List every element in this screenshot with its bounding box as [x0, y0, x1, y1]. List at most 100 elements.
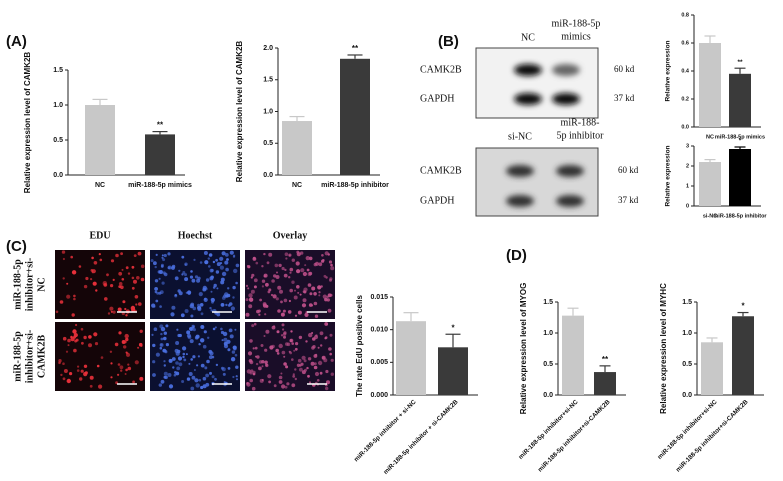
cell-nucleus: [80, 327, 84, 331]
cell-nucleus: [318, 294, 321, 297]
column-header: EDU: [89, 230, 110, 241]
cell-nucleus: [258, 313, 261, 316]
cell-nucleus: [154, 279, 159, 283]
cell-nucleus: [255, 362, 259, 366]
cell-nucleus: [299, 367, 303, 372]
blot-band: [506, 165, 534, 177]
cell-nucleus: [125, 266, 129, 270]
cell-nucleus: [95, 289, 98, 292]
cell-nucleus: [300, 362, 304, 366]
blot-band: [506, 195, 534, 207]
bar: [438, 347, 468, 395]
cell-nucleus: [227, 287, 230, 290]
cell-nucleus: [282, 309, 286, 313]
cell-nucleus: [266, 261, 270, 265]
cell-nucleus: [232, 345, 237, 350]
y-axis-label: Relative expression level of MYHC: [659, 283, 668, 414]
x-tick-label: NC: [292, 182, 302, 189]
cell-nucleus: [191, 278, 196, 283]
cell-nucleus: [191, 375, 196, 380]
cell-nucleus: [124, 333, 129, 339]
cell-nucleus: [88, 335, 92, 339]
cell-nucleus: [161, 254, 164, 257]
cell-nucleus: [220, 327, 223, 331]
lane-label: si-NC: [508, 131, 532, 142]
cell-nucleus: [273, 384, 277, 388]
cell-nucleus: [182, 271, 186, 274]
blot-band: [514, 93, 542, 105]
cell-nucleus: [160, 379, 165, 384]
cell-nucleus: [59, 300, 64, 304]
cell-nucleus: [268, 288, 272, 292]
x-tick-label: NC: [95, 182, 105, 189]
cell-nucleus: [312, 337, 316, 341]
cell-nucleus: [283, 273, 288, 278]
cell-nucleus: [251, 324, 255, 328]
cell-nucleus: [223, 381, 226, 384]
cell-nucleus: [205, 278, 210, 282]
cell-nucleus: [256, 355, 260, 359]
cell-nucleus: [181, 255, 185, 259]
cell-nucleus: [213, 283, 217, 288]
cell-nucleus: [280, 334, 284, 337]
cell-nucleus: [200, 385, 204, 390]
y-tick-label: 0.2: [681, 96, 689, 102]
panel-label: (A): [6, 33, 27, 50]
bar: [396, 321, 426, 395]
cell-nucleus: [200, 338, 205, 343]
panel-label: (B): [438, 33, 459, 50]
cell-nucleus: [308, 256, 313, 261]
cell-nucleus: [316, 379, 320, 382]
lane-label: mimics: [561, 31, 591, 42]
cell-nucleus: [89, 384, 93, 388]
cell-nucleus: [229, 334, 234, 339]
cell-nucleus: [291, 258, 295, 262]
y-tick-label: 0.0: [543, 392, 553, 399]
cell-nucleus: [248, 297, 254, 302]
cell-nucleus: [260, 344, 264, 347]
cell-nucleus: [285, 365, 289, 369]
cell-nucleus: [323, 358, 328, 363]
y-tick-label: 0.0: [263, 172, 273, 179]
cell-nucleus: [187, 335, 192, 340]
cell-nucleus: [208, 355, 213, 360]
cell-nucleus: [66, 294, 71, 299]
cell-nucleus: [125, 351, 128, 354]
cell-nucleus: [280, 312, 285, 317]
cell-nucleus: [91, 271, 94, 274]
cell-nucleus: [327, 308, 332, 313]
x-tick-label: miR-188-5p inhibitor + si-CAMK2B: [382, 398, 460, 476]
cell-nucleus: [263, 252, 266, 256]
significance: **: [602, 355, 609, 364]
cell-nucleus: [70, 337, 75, 342]
x-tick-label: si-NC: [703, 213, 717, 219]
cell-nucleus: [278, 263, 282, 268]
cell-nucleus: [72, 329, 77, 334]
cell-nucleus: [62, 377, 66, 381]
cell-nucleus: [131, 286, 135, 290]
cell-nucleus: [66, 282, 69, 285]
cell-nucleus: [253, 322, 257, 326]
cell-nucleus: [311, 346, 315, 350]
cell-nucleus: [271, 344, 275, 349]
cell-nucleus: [220, 303, 225, 307]
cell-nucleus: [294, 314, 298, 317]
cell-nucleus: [160, 332, 163, 336]
cell-nucleus: [280, 300, 283, 304]
cell-nucleus: [221, 251, 226, 256]
cell-nucleus: [279, 289, 283, 294]
cell-nucleus: [163, 331, 167, 335]
cell-nucleus: [285, 342, 289, 346]
cell-nucleus: [174, 276, 179, 281]
cell-nucleus: [248, 293, 253, 298]
cell-nucleus: [194, 275, 199, 279]
cell-nucleus: [249, 371, 253, 375]
cell-nucleus: [163, 336, 167, 341]
cell-nucleus: [89, 375, 94, 380]
cell-nucleus: [130, 305, 136, 311]
significance: **: [737, 59, 743, 66]
cell-nucleus: [265, 363, 268, 367]
cell-nucleus: [289, 288, 294, 293]
y-tick-label: 1.0: [53, 102, 63, 109]
cell-nucleus: [110, 310, 113, 313]
